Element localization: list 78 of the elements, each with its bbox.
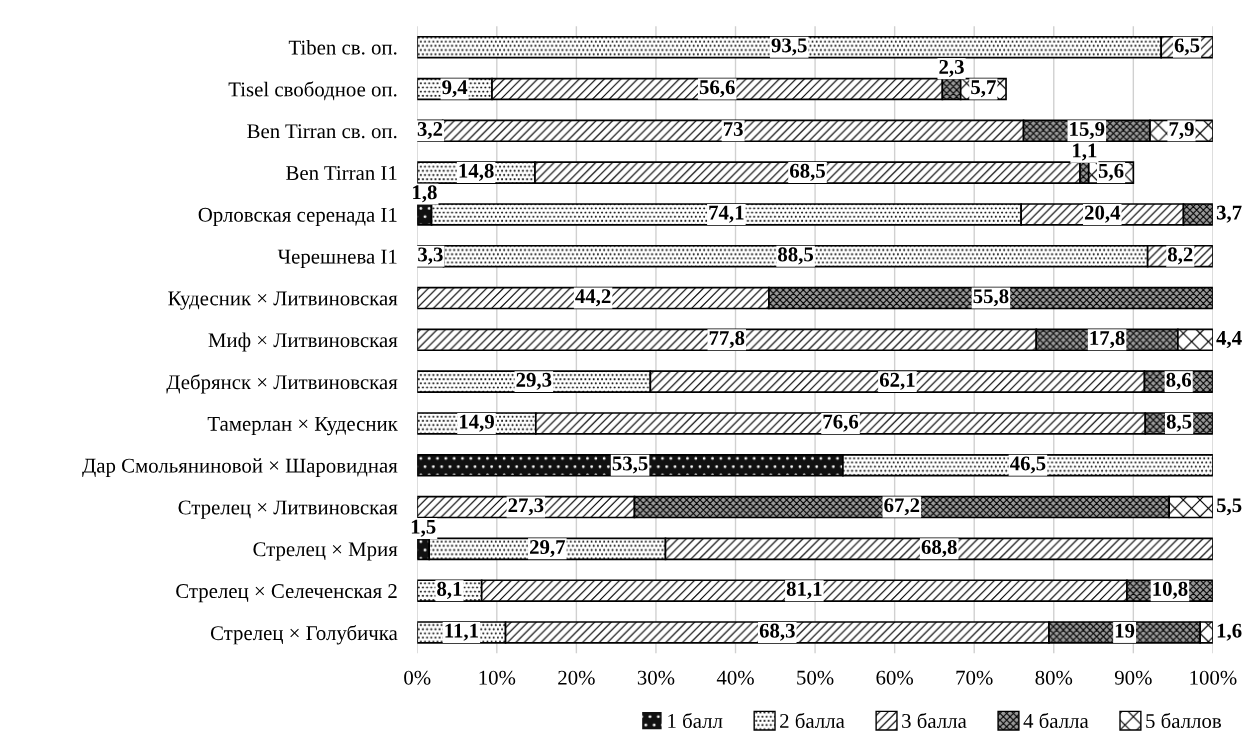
legend-label: 2 балла — [780, 712, 845, 729]
data-label: 74,1 — [709, 205, 744, 223]
y-tick-label: Кудесник × Литвиновская — [168, 291, 398, 310]
data-label: 17,8 — [1090, 330, 1125, 349]
x-tick-label: 70% — [956, 670, 993, 685]
y-tick-label: Черешнева I1 — [277, 249, 397, 268]
x-tick-label: 90% — [1114, 670, 1152, 685]
data-label: 29,3 — [516, 372, 552, 390]
y-tick-label: Ben Tirran I1 — [286, 166, 397, 181]
x-tick-label: 10% — [479, 670, 516, 685]
legend-label: 5 баллов — [1146, 712, 1222, 729]
y-tick-label: Дар Смольяниновой × Шаровидная — [82, 458, 398, 477]
data-label: 3,7 — [1216, 205, 1242, 223]
data-label: 67,2 — [884, 498, 920, 516]
data-label: 6,5 — [1174, 38, 1200, 56]
data-label: 7,9 — [1169, 122, 1194, 140]
x-tick-label: 60% — [876, 670, 914, 685]
data-label: 3,3 — [418, 247, 443, 265]
data-label: 5,5 — [1216, 498, 1242, 516]
y-tick-label: Стрелец × Мрия — [253, 542, 398, 561]
x-tick-label: 20% — [558, 670, 595, 685]
data-label: 1,5 — [411, 519, 436, 537]
y-tick-label: Миф × Литвиновская — [208, 332, 398, 352]
y-tick-label: Тамерлан × Кудесник — [207, 417, 398, 436]
x-tick-label: 100% — [1190, 670, 1237, 685]
data-label: 8,5 — [1166, 414, 1192, 432]
data-label: 11,1 — [445, 623, 478, 641]
data-label: 8,2 — [1167, 247, 1193, 265]
x-tick-label: 80% — [1035, 670, 1073, 685]
legend-label: 4 балла — [1023, 712, 1089, 729]
data-label: 27,3 — [508, 498, 544, 516]
data-label: 68,8 — [921, 540, 957, 558]
x-tick-label: 0% — [404, 670, 431, 685]
data-label: 10,8 — [1153, 581, 1188, 599]
data-label: 1,1 — [1073, 143, 1097, 161]
data-label: 8,6 — [1166, 372, 1192, 390]
y-tick-label: Орловская серенада I1 — [198, 207, 397, 227]
data-label: 68,3 — [759, 623, 795, 641]
data-label: 14,8 — [459, 163, 494, 181]
data-label: 8,1 — [437, 581, 462, 599]
data-label: 29,7 — [529, 540, 566, 558]
data-label: 2,3 — [939, 59, 964, 77]
data-label: 20,4 — [1084, 205, 1121, 223]
data-label: 5,6 — [1098, 163, 1124, 181]
data-label: 73 — [723, 122, 743, 137]
data-label: 77,8 — [709, 330, 745, 349]
data-label: 19 — [1115, 623, 1135, 638]
data-label: 56,6 — [699, 80, 735, 98]
y-tick-label: Стрелец × Селеченская 2 — [176, 584, 397, 603]
y-tick-label: Стрелец × Голубичка — [210, 625, 398, 645]
y-tick-label: Дебрянск × Литвиновская — [166, 374, 398, 394]
x-tick-label: 50% — [797, 670, 834, 685]
data-label: 81,1 — [786, 581, 822, 599]
data-label: 93,5 — [771, 38, 807, 56]
data-label: 68,5 — [790, 163, 825, 181]
y-tick-label: Стрелец × Литвиновская — [178, 500, 398, 519]
data-label: 62,1 — [879, 372, 915, 390]
y-tick-label: Tisel свободное оп. — [228, 81, 397, 101]
data-label: 14,9 — [459, 414, 494, 432]
x-tick-label: 30% — [637, 670, 675, 685]
data-label: 9,4 — [442, 80, 468, 98]
data-label: 5,7 — [971, 80, 996, 98]
x-tick-label: 40% — [716, 670, 754, 685]
data-label: 55,8 — [973, 289, 1009, 307]
data-label: 88,5 — [778, 247, 814, 265]
y-tick-label: Ben Tirran св. оп. — [247, 124, 397, 139]
data-label: 4,4 — [1216, 331, 1242, 349]
data-label: 1,8 — [413, 185, 437, 203]
data-label: 3,2 — [417, 122, 443, 140]
legend-label: 3 балла — [902, 712, 967, 729]
data-label: 53,5 — [612, 456, 648, 474]
y-tick-label: Tiben св. оп. — [288, 39, 397, 55]
data-label: 1,6 — [1217, 623, 1242, 641]
data-label: 44,2 — [575, 289, 611, 307]
data-label: 15,9 — [1070, 122, 1105, 140]
legend-label: 1 балл — [668, 712, 723, 729]
data-label: 46,5 — [1009, 456, 1046, 474]
data-label: 76,6 — [823, 414, 859, 432]
